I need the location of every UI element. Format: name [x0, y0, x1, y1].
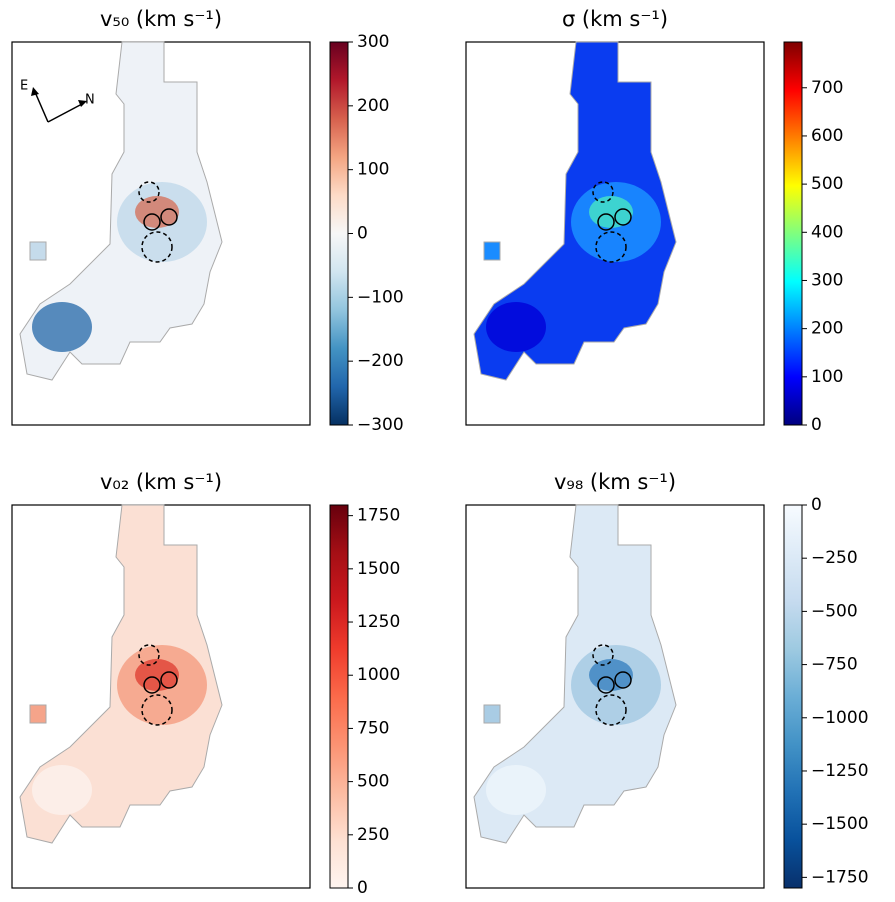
colorbar-tick-label: 500: [357, 772, 389, 792]
aperture-circle: [143, 676, 161, 694]
colorbar-tick-label: −300: [357, 415, 404, 435]
colorbar-tick-label: 1000: [357, 665, 400, 685]
colorbar-tick-label: 0: [811, 415, 822, 435]
colorbar-tick-label: 600: [811, 126, 843, 146]
aperture-circle: [597, 213, 615, 231]
aperture-circle: [597, 676, 615, 694]
region-patch: [32, 765, 92, 815]
aperture-circle: [141, 231, 173, 263]
colorbar-tick-label: 300: [811, 270, 843, 290]
aperture-circle: [592, 644, 614, 666]
arrow-head: [31, 87, 39, 96]
small-island: [29, 241, 47, 261]
aperture-circle: [614, 671, 632, 689]
colorbar-tick-label: −1000: [811, 708, 869, 728]
region-patch: [589, 659, 633, 691]
colorbar-tick-label: −100: [357, 287, 404, 307]
colorbar: [329, 504, 349, 889]
compass-label: E: [20, 79, 28, 94]
small-island: [483, 241, 501, 261]
small-island: [29, 704, 47, 724]
aperture-circle: [595, 694, 627, 726]
colorbar-tick-label: −200: [357, 351, 404, 371]
colorbar-tick-label: 200: [811, 319, 843, 339]
panel-title: σ (km s⁻¹): [562, 7, 668, 31]
colorbar-tick-label: 100: [811, 367, 843, 387]
aperture-circle: [614, 208, 632, 226]
colorbar-tick-label: 300: [357, 32, 389, 52]
colorbar-tick-label: 1500: [357, 559, 400, 579]
region-patch: [32, 302, 92, 352]
colorbar-tick-label: 1750: [357, 506, 400, 526]
colorbar-tick-label: 250: [357, 825, 389, 845]
region-patch: [486, 765, 546, 815]
aperture-circle: [143, 213, 161, 231]
colorbar-tick-label: 1250: [357, 612, 400, 632]
panel-title: v₀₂ (km s⁻¹): [100, 470, 222, 494]
region-patch: [589, 196, 633, 228]
colorbar-tick-label: 100: [357, 160, 389, 180]
colorbar-tick-label: 200: [357, 96, 389, 116]
colorbar-tick-label: 0: [357, 224, 368, 244]
compass-label: N: [85, 93, 95, 108]
panel-title: v₉₈ (km s⁻¹): [554, 470, 676, 494]
colorbar-tick-label: −750: [811, 655, 858, 675]
aperture-circle: [592, 181, 614, 203]
colorbar-tick-label: 0: [811, 495, 822, 515]
colorbar-tick-label: 400: [811, 222, 843, 242]
region-patch: [486, 302, 546, 352]
region-patch: [135, 196, 179, 228]
colorbar: [783, 41, 803, 426]
colorbar-tick-label: −1250: [811, 761, 869, 781]
colorbar-tick-label: 500: [811, 174, 843, 194]
colorbar-tick-label: −500: [811, 601, 858, 621]
region-patch: [135, 659, 179, 691]
compass-arrow: [47, 103, 83, 123]
panel-title: v₅₀ (km s⁻¹): [100, 7, 222, 31]
aperture-circle: [595, 231, 627, 263]
aperture-circle: [138, 181, 160, 203]
aperture-circle: [160, 671, 178, 689]
colorbar-tick-label: −1750: [811, 867, 869, 887]
colorbar-tick-label: 700: [811, 78, 843, 98]
arrow-head: [78, 100, 87, 107]
colorbar-tick-label: −250: [811, 548, 858, 568]
aperture-circle: [138, 644, 160, 666]
small-island: [483, 704, 501, 724]
colorbar: [329, 41, 349, 426]
colorbar-tick-label: 750: [357, 718, 389, 738]
aperture-circle: [141, 694, 173, 726]
colorbar: [783, 504, 803, 889]
compass-arrow: [34, 91, 49, 123]
aperture-circle: [160, 208, 178, 226]
colorbar-tick-label: 0: [357, 878, 368, 898]
colorbar-tick-label: −1500: [811, 814, 869, 834]
